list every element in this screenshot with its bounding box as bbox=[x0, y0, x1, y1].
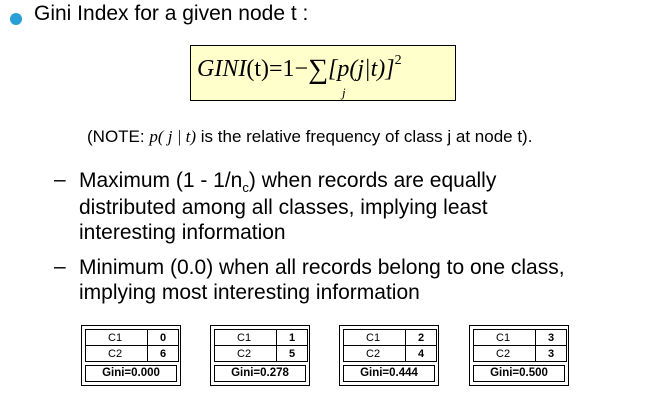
table-cell-class: C2 bbox=[343, 345, 406, 362]
table-cell-class: C1 bbox=[343, 329, 406, 346]
formula-rhs-prefix: =1− bbox=[268, 56, 309, 82]
note-prefix: (NOTE: bbox=[87, 127, 150, 146]
bullet-maximum: Maximum (1 - 1/nc) when records are equa… bbox=[79, 168, 496, 245]
formula-lhs: GINI bbox=[197, 56, 247, 82]
table-row: C2 4 bbox=[343, 345, 437, 362]
gini-table-2-grid: C1 1 C2 5 bbox=[214, 329, 308, 362]
gini-value: Gini=0.278 bbox=[214, 365, 306, 382]
gini-value: Gini=0.500 bbox=[473, 365, 565, 382]
bullet-maximum-line-3: interesting information bbox=[79, 221, 286, 244]
table-row: C2 3 bbox=[473, 345, 567, 362]
table-row: C1 1 bbox=[214, 329, 308, 346]
gini-table-3-grid: C1 2 C2 4 bbox=[343, 329, 437, 362]
table-cell-class: C1 bbox=[214, 329, 277, 346]
gini-table-2: C1 1 C2 5 Gini=0.278 bbox=[210, 325, 310, 386]
table-cell-class: C2 bbox=[214, 345, 277, 362]
gini-table-3: C1 2 C2 4 Gini=0.444 bbox=[339, 325, 439, 386]
table-cell-class: C1 bbox=[473, 329, 536, 346]
table-cell-count: 6 bbox=[147, 345, 179, 362]
table-cell-class: C2 bbox=[473, 345, 536, 362]
bullet-dash-2: – bbox=[54, 255, 66, 278]
bullet-maximum-line-2: distributed among all classes, implying … bbox=[79, 196, 488, 219]
bullet-maximum-text-a: Maximum (1 - 1/n bbox=[79, 169, 243, 192]
bullet-maximum-line-1: Maximum (1 - 1/nc) when records are equa… bbox=[79, 168, 496, 195]
gini-value: Gini=0.000 bbox=[85, 365, 177, 382]
heading: Gini Index for a given node t : bbox=[34, 2, 309, 25]
bullet-minimum-line-2: implying most interesting information bbox=[79, 281, 420, 304]
bullet-dash-1: – bbox=[54, 168, 66, 191]
table-cell-count: 1 bbox=[276, 329, 308, 346]
bullet-minimum: Minimum (0.0) when all records belong to… bbox=[79, 255, 565, 305]
gini-value: Gini=0.444 bbox=[343, 365, 435, 382]
table-row: C1 3 bbox=[473, 329, 567, 346]
gini-formula: GINI(t)=1−∑[p(j|t)]2 bbox=[197, 52, 402, 85]
table-row: C1 2 bbox=[343, 329, 437, 346]
note-suffix: is the relative frequency of class j at … bbox=[196, 127, 533, 146]
note: (NOTE: p( j | t) is the relative frequen… bbox=[87, 127, 532, 147]
table-cell-count: 4 bbox=[405, 345, 437, 362]
table-row: C2 6 bbox=[85, 345, 179, 362]
table-cell-count: 3 bbox=[535, 329, 567, 346]
heading-bullet-icon bbox=[10, 13, 22, 25]
formula-term: [p(j|t)] bbox=[328, 56, 395, 82]
table-cell-class: C2 bbox=[85, 345, 148, 362]
formula-exponent: 2 bbox=[394, 53, 402, 68]
gini-table-1: C1 0 C2 6 Gini=0.000 bbox=[81, 325, 181, 386]
bullet-minimum-line-1: Minimum (0.0) when all records belong to… bbox=[79, 256, 565, 279]
formula-subscript: j bbox=[342, 85, 346, 100]
table-cell-count: 2 bbox=[405, 329, 437, 346]
table-row: C2 5 bbox=[214, 345, 308, 362]
formula-lhs-arg: (t) bbox=[246, 56, 269, 82]
gini-table-1-grid: C1 0 C2 6 bbox=[85, 329, 179, 362]
note-math: p( j | t) bbox=[149, 127, 197, 146]
table-cell-class: C1 bbox=[85, 329, 148, 346]
bullet-maximum-text-b: ) when records are equally bbox=[248, 169, 497, 192]
table-cell-count: 0 bbox=[147, 329, 179, 346]
table-row: C1 0 bbox=[85, 329, 179, 346]
gini-table-4-grid: C1 3 C2 3 bbox=[473, 329, 567, 362]
table-cell-count: 5 bbox=[276, 345, 308, 362]
table-cell-count: 3 bbox=[535, 345, 567, 362]
sigma-icon: ∑ bbox=[308, 54, 329, 85]
gini-table-4: C1 3 C2 3 Gini=0.500 bbox=[469, 325, 569, 386]
bullet-maximum-subscript: c bbox=[242, 180, 249, 195]
gini-formula-box: GINI(t)=1−∑[p(j|t)]2 j bbox=[190, 45, 456, 101]
